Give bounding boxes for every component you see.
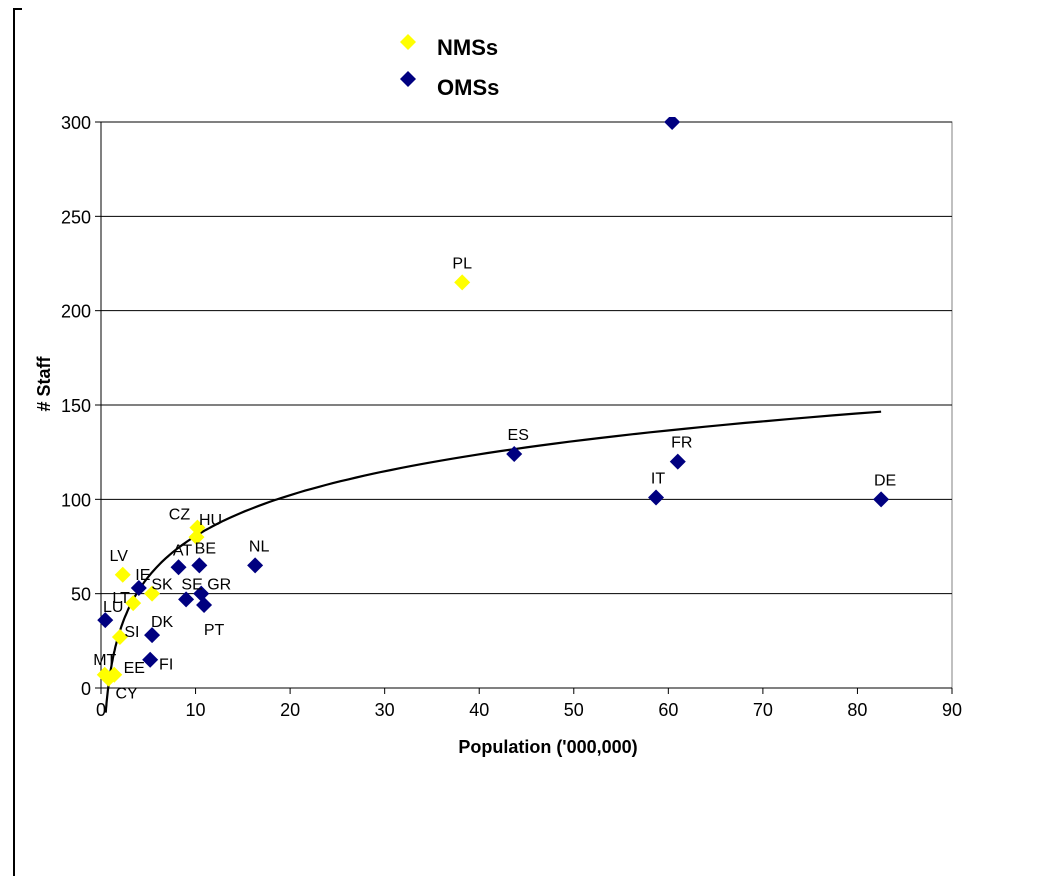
point-label: HU <box>199 512 222 529</box>
x-tick-label: 30 <box>375 700 395 720</box>
point-label: LT <box>112 590 130 607</box>
data-point <box>669 453 686 470</box>
data-point <box>130 580 147 597</box>
point-label: CY <box>115 686 138 703</box>
point-label: BE <box>195 540 216 557</box>
data-point <box>178 591 195 608</box>
data-point <box>196 596 213 613</box>
point-label: SK <box>151 577 173 594</box>
data-point <box>142 651 159 668</box>
y-tick-labels: 0 50 100 150 200 250 300 <box>61 113 91 699</box>
point-label: EE <box>124 660 145 677</box>
point-label: IT <box>651 470 665 487</box>
point-label: CZ <box>169 507 191 524</box>
point-label: FR <box>671 435 692 452</box>
point-label: ES <box>508 427 529 444</box>
x-tick-label: 60 <box>658 700 678 720</box>
legend-label-omss: OMSs <box>437 75 499 100</box>
legend: NMSs OMSs <box>400 34 499 100</box>
gridlines <box>95 121 952 689</box>
y-axis-title: # Staff <box>34 355 54 411</box>
data-points <box>96 114 890 687</box>
point-label: SE <box>181 576 202 593</box>
data-point <box>144 585 161 602</box>
point-label: LV <box>110 548 129 565</box>
point-label: DE <box>874 472 896 489</box>
data-point <box>193 585 210 602</box>
y-tick-label: 250 <box>61 207 91 227</box>
y-tick-label: 50 <box>71 585 91 605</box>
x-tick-label: 80 <box>847 700 867 720</box>
point-label: DK <box>151 614 174 631</box>
data-point <box>664 114 681 130</box>
legend-label-nmss: NMSs <box>437 35 498 60</box>
data-point <box>506 446 523 463</box>
y-tick-label: 100 <box>61 490 91 510</box>
y-tick-label: 300 <box>61 113 91 133</box>
point-label: FI <box>159 657 173 674</box>
data-point <box>454 274 471 291</box>
data-point <box>247 557 264 574</box>
point-label: PT <box>204 622 225 639</box>
data-point <box>100 670 117 687</box>
legend-marker-omss <box>400 71 416 87</box>
x-tick-label: 20 <box>280 700 300 720</box>
point-label: GR <box>207 577 231 594</box>
point-labels: PL CZ HU LV SK LT SI MT EE CY ES FR IT DE NL AT BE IE SE GR… <box>93 255 896 702</box>
x-tick-labels: 0 10 20 30 40 50 60 70 80 90 <box>96 700 962 720</box>
data-point <box>111 629 128 646</box>
trendline <box>104 410 882 713</box>
point-label: PL <box>452 255 472 272</box>
point-label: SI <box>124 624 139 641</box>
x-axis-title: Population ('000,000) <box>458 737 637 757</box>
point-label: AT <box>173 542 192 559</box>
point-label: NL <box>249 538 270 555</box>
data-point <box>144 627 161 644</box>
data-point <box>648 489 665 506</box>
x-tick-label: 40 <box>469 700 489 720</box>
point-label: LU <box>103 599 123 616</box>
y-tick-label: 200 <box>61 302 91 322</box>
point-label: MT <box>93 652 116 669</box>
data-point <box>125 595 142 612</box>
x-tick-label: 90 <box>942 700 962 720</box>
data-point <box>191 557 208 574</box>
y-tick-label: 0 <box>81 679 91 699</box>
legend-mask <box>640 104 700 117</box>
data-point <box>873 491 890 508</box>
data-point <box>114 566 131 583</box>
x-tick-label: 0 <box>96 700 106 720</box>
data-point <box>170 559 187 576</box>
x-tick-label: 70 <box>753 700 773 720</box>
point-label: IE <box>135 567 150 584</box>
axes <box>100 122 953 694</box>
data-point <box>189 519 206 536</box>
legend-marker-nmss <box>400 34 416 50</box>
data-point <box>97 612 114 629</box>
x-tick-label: 50 <box>564 700 584 720</box>
x-tick-label: 10 <box>186 700 206 720</box>
data-point <box>188 529 205 546</box>
y-tick-label: 150 <box>61 396 91 416</box>
